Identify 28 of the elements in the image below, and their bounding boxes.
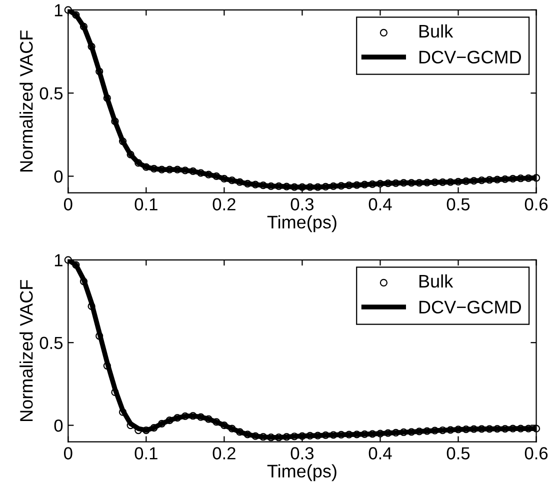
x-tick-label: 0 (64, 198, 72, 210)
y-axis-title: Normalized VACF (20, 280, 33, 421)
x-axis-title: Time(ps) (267, 215, 336, 232)
legend-label: Bulk (419, 274, 454, 288)
x-tick-label: 0.6 (524, 198, 548, 210)
x-tick-label: 0.4 (368, 198, 392, 210)
legend-label: DCV−GCMD (419, 300, 521, 314)
y-tick-label: 0.5 (40, 87, 63, 100)
x-tick-label: 0.1 (134, 447, 158, 460)
y-axis-title: Normalized VACF (20, 30, 33, 172)
x-tick-label: 0 (64, 447, 72, 460)
legend-label: Bulk (419, 24, 454, 38)
y-tick-label: 0 (54, 170, 63, 183)
x-tick-label: 0.1 (134, 198, 158, 210)
x-tick-label: 0.6 (524, 447, 548, 460)
y-tick-label: 0.5 (40, 336, 63, 350)
x-tick-label: 0.2 (212, 447, 236, 460)
x-tick-label: 0.5 (446, 198, 470, 210)
x-tick-label: 0.5 (446, 447, 470, 460)
x-tick-label: 0.2 (212, 198, 236, 210)
x-tick-label: 0.3 (290, 198, 314, 210)
y-tick-label: 1 (54, 4, 62, 16)
y-tick-label: 1 (54, 254, 62, 266)
legend-label: DCV−GCMD (419, 50, 521, 64)
y-tick-label: 0 (54, 419, 63, 432)
x-tick-label: 0.4 (368, 447, 392, 460)
x-axis-title: Time(ps) (267, 464, 336, 482)
x-tick-label: 0.3 (290, 447, 314, 460)
